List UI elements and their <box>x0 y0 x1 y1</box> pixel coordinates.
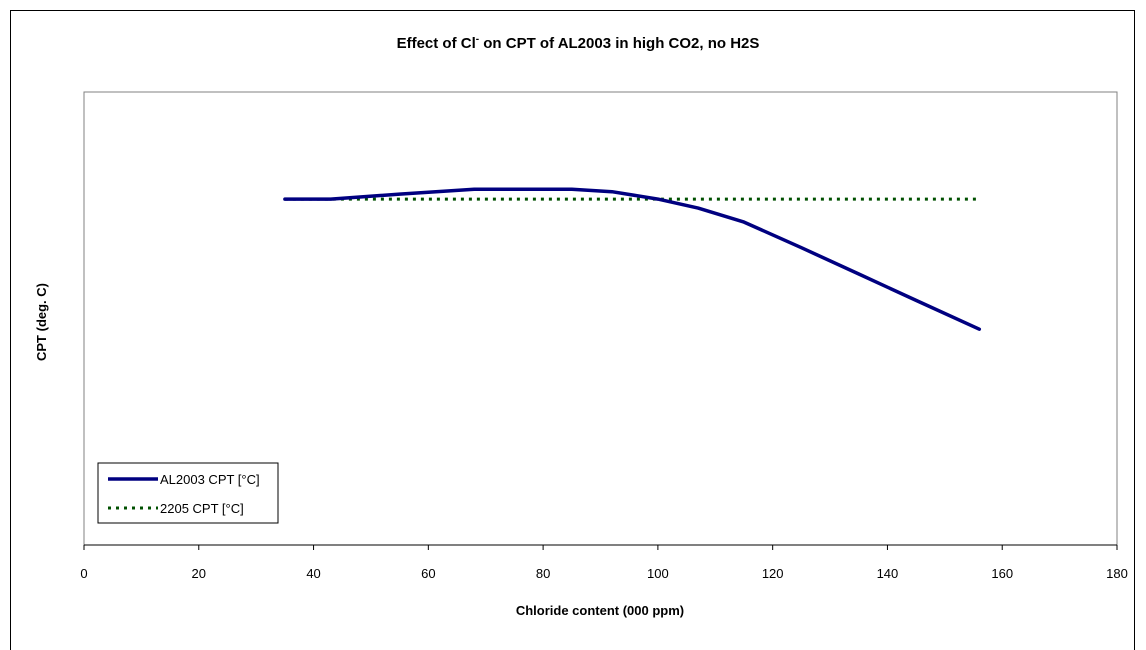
chart-title: Effect of Cl- on CPT of AL2003 in high C… <box>397 34 760 52</box>
y-axis-title: CPT (deg. C) <box>34 283 49 361</box>
legend-label-2205: 2205 CPT [°C] <box>160 501 244 516</box>
x-axis-title: Chloride content (000 ppm) <box>516 603 684 618</box>
x-tick-label: 0 <box>80 566 87 581</box>
x-tick-label: 60 <box>421 566 435 581</box>
x-ticks: 0 20 40 60 80 100 120 140 160 180 <box>80 545 1128 581</box>
series-layer <box>283 187 982 331</box>
x-tick-label: 120 <box>762 566 784 581</box>
x-tick-label: 140 <box>877 566 899 581</box>
chart-frame <box>10 10 1135 650</box>
x-tick-label: 40 <box>306 566 320 581</box>
legend-box <box>97 462 279 524</box>
legend: AL2003 CPT [°C] 2205 CPT [°C] <box>97 462 279 524</box>
legend-label-al2003: AL2003 CPT [°C] <box>160 472 260 487</box>
x-tick-label: 80 <box>536 566 550 581</box>
x-tick-label: 100 <box>647 566 669 581</box>
x-tick-label: 180 <box>1106 566 1128 581</box>
x-tick-label: 160 <box>991 566 1013 581</box>
series-line-al2003 <box>283 187 982 331</box>
x-tick-label: 20 <box>192 566 206 581</box>
